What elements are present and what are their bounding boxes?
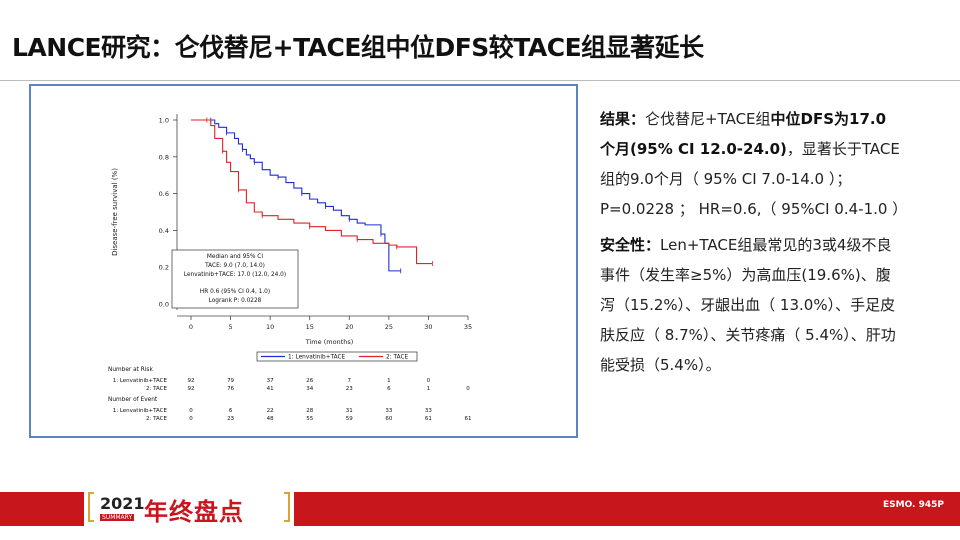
logo-text: 年终盘点 (144, 498, 244, 526)
logo-subtitle: SUMMARY (100, 514, 135, 521)
y-tick-label: 0.4 (159, 227, 169, 235)
y-tick-label: 1.0 (159, 117, 169, 125)
risk-cell: 6 (387, 386, 391, 392)
km-chart-frame: 1.0 0.8 0.6 0.4 0.2 0.0 0 5 10 15 20 25 30 35 Time (mo… (29, 84, 578, 438)
km-curve-lenvatinib-tace (191, 119, 401, 272)
results-label: 结果： (600, 110, 646, 128)
event-cell: 60 (385, 416, 392, 422)
risk-cell: 34 (306, 386, 313, 392)
legend-label-lenvatinib: 1: Lenvatinib+TACE (288, 355, 346, 361)
logo-year: 2021 (100, 494, 145, 513)
risk-cell: 41 (267, 386, 274, 392)
event-cell: 22 (267, 408, 274, 414)
event-cell: 23 (227, 416, 234, 422)
results-median-dfs: 中位DFS为17.0个月(95% CI 12.0-24.0) (600, 110, 887, 158)
x-tick-label: 20 (345, 323, 353, 331)
y-tick-label: 0.8 (159, 153, 169, 161)
slide-title: LANCE研究：仑伐替尼+TACE组中位DFS较TACE组显著延长 (12, 33, 704, 62)
risk-cell: 1 (427, 386, 431, 392)
y-tick-label: 0.2 (159, 264, 169, 272)
risk-cell: 0 (427, 378, 431, 384)
event-cell: 59 (346, 416, 353, 422)
title-divider (0, 80, 960, 81)
stats-title: Median and 95% CI (207, 254, 263, 260)
event-header: Number of Event (108, 397, 158, 403)
event-cell: 0 (189, 408, 193, 414)
event-cell: 61 (425, 416, 432, 422)
event-cell: 33 (385, 408, 392, 414)
legend-label-tace: 2: TACE (386, 355, 408, 361)
risk-row-label: 1: Lenvatinib+TACE (113, 378, 168, 384)
safety-paragraph: 安全性：Len+TACE组最常见的3或4级不良事件（发生率≥5%）为高血压(19… (600, 230, 900, 380)
footer-logo: 2021 SUMMARY 年终盘点 (84, 490, 294, 528)
risk-cell: 92 (188, 386, 195, 392)
event-cell: 33 (425, 408, 432, 414)
results-panel: 结果：仑伐替尼+TACE组中位DFS为17.0个月(95% CI 12.0-24… (600, 104, 907, 386)
event-cell: 55 (306, 416, 313, 422)
safety-text: Len+TACE组最常见的3或4级不良事件（发生率≥5%）为高血压(19.6%)… (600, 236, 896, 374)
y-tick-label: 0.6 (159, 190, 169, 198)
event-row-label: 2: TACE (146, 416, 168, 422)
x-tick-label: 30 (424, 323, 432, 331)
legend-box (256, 351, 418, 362)
x-tick-label: 15 (306, 323, 314, 331)
km-curve-tace (191, 119, 433, 265)
risk-cell: 92 (188, 378, 195, 384)
logo-bracket-left (88, 492, 94, 522)
event-cell: 0 (189, 416, 193, 422)
stats-line: TACE: 9.0 (7.0, 14.0) (204, 263, 265, 269)
results-text-2: ，显著长于TACE组的9.0个月（ 95% CI 7.0-14.0 ）； P=0… (600, 140, 908, 218)
risk-cell: 37 (267, 378, 274, 384)
stats-line: Lenvatinib+TACE: 17.0 (12.0, 24.0) (184, 272, 286, 278)
risk-cell: 79 (227, 378, 234, 384)
stats-line: Logrank P: 0.0228 (209, 298, 262, 304)
logo-bracket-right (284, 492, 290, 522)
event-cell: 48 (267, 416, 274, 422)
risk-header: Number at Risk (108, 367, 153, 373)
y-tick-label: 0.0 (159, 301, 169, 309)
x-tick-label: 10 (266, 323, 274, 331)
x-tick-label: 5 (229, 323, 233, 331)
event-cell: 28 (306, 408, 313, 414)
reference-text: ESMO. 945P (883, 500, 944, 510)
risk-cell: 76 (227, 386, 234, 392)
x-tick-label: 0 (189, 323, 193, 331)
event-cell: 61 (465, 416, 472, 422)
safety-label: 安全性： (600, 236, 661, 254)
event-cell: 6 (229, 408, 233, 414)
x-tick-label: 25 (385, 323, 393, 331)
risk-cell: 23 (346, 386, 353, 392)
x-tick-label: 35 (464, 323, 472, 331)
risk-cell: 0 (466, 386, 470, 392)
stats-line: HR 0.6 (95% CI 0.4, 1.0) (200, 289, 270, 295)
x-axis-title: Time (months) (305, 338, 354, 346)
y-axis-title: Disease-free survival (%) (111, 168, 119, 256)
risk-cell: 7 (348, 378, 352, 384)
event-cell: 31 (346, 408, 353, 414)
event-row-label: 1: Lenvatinib+TACE (113, 408, 168, 414)
risk-cell: 1 (387, 378, 391, 384)
stats-box (171, 249, 299, 309)
risk-cell: 26 (306, 378, 313, 384)
risk-row-label: 2: TACE (146, 386, 168, 392)
results-text-1: 仑伐替尼+TACE组 (645, 110, 771, 128)
results-paragraph: 结果：仑伐替尼+TACE组中位DFS为17.0个月(95% CI 12.0-24… (600, 104, 907, 224)
